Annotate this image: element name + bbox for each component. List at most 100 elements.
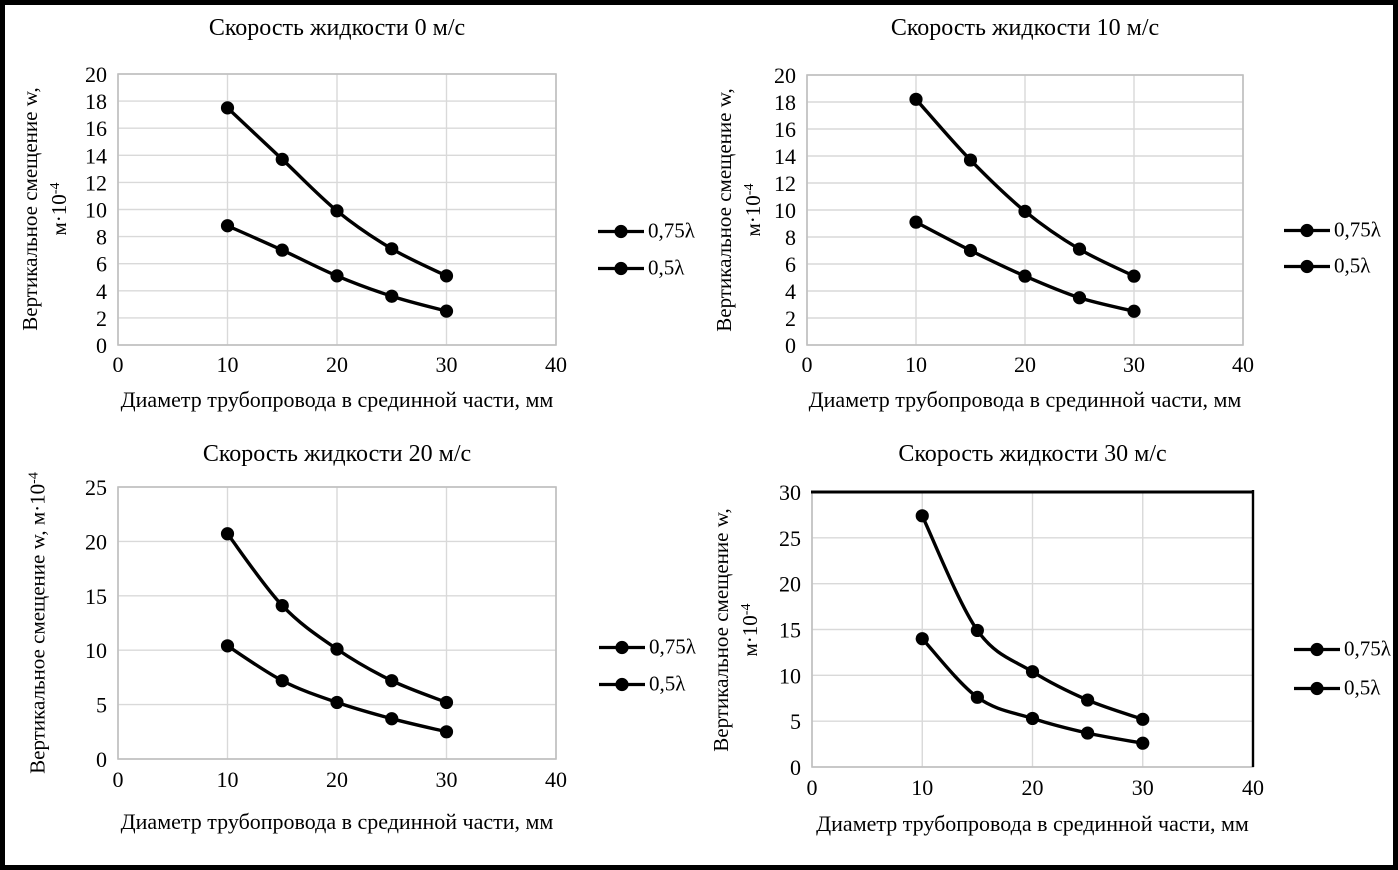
x-tick-label: 40 [545,767,567,792]
y-tick-label: 15 [85,584,107,609]
data-point-marker [909,215,923,229]
data-point-marker [330,695,344,710]
legend-line-marker-icon [598,261,644,275]
y-tick-label: 25 [85,475,107,500]
y-tick-label: 30 [779,480,801,505]
legend-line-marker-icon [599,640,645,654]
plot-area: 0 5 10 15 20 25 0 10 20 30 40 [85,475,567,792]
data-point-marker [1127,304,1141,318]
legend-item: 0,5λ [598,672,685,697]
data-point-marker [1081,693,1095,707]
x-axis-title: Диаметр трубопровода в срединной части, … [120,809,554,834]
y-tick-label: 6 [785,252,796,277]
legend-label: 0,75λ [1344,636,1391,661]
x-axis-title: Диаметр трубопровода в срединной части, … [120,387,554,412]
x-tick-label: 10 [217,767,239,792]
data-point-marker [439,725,454,739]
x-tick-label: 40 [1242,775,1264,800]
data-point-marker [385,242,399,256]
data-point-marker [330,204,344,218]
legend-item: 0,75λ [598,635,696,660]
x-tick-label: 20 [326,352,348,377]
data-point-marker [330,642,344,656]
y-tick-label: 20 [85,62,107,87]
y-tick-label: 15 [779,618,801,643]
chart-title: Скорость жидкости 0 м/с [208,15,466,41]
y-tick-label: 20 [779,572,801,597]
x-tick-label: 40 [1232,352,1254,377]
y-tick-label: 25 [779,526,801,551]
x-tick-label: 10 [905,352,927,377]
y-tick-label: 2 [96,306,107,331]
plot-border [117,486,557,760]
y-tick-label: 14 [85,143,107,168]
data-point-marker [1018,269,1032,283]
y-tick-label: 5 [790,709,801,734]
y-tick-label: 14 [774,144,796,169]
y-tick-label: 8 [785,225,796,250]
data-point-marker [1136,736,1150,750]
data-point-marker [970,690,984,704]
legend-item: 0,75λ [1293,637,1391,662]
data-point-marker [385,674,399,688]
legend-line-marker-icon [1284,259,1330,273]
y-tick-label: 20 [774,63,796,88]
legend-line-marker-icon [1294,642,1340,656]
data-point-marker [1072,291,1087,305]
legend-item: 0,5λ [1293,676,1380,701]
legend-label: 0,75λ [648,218,695,243]
y-tick-label: 10 [85,198,107,223]
legend-item: 0,75λ [1283,218,1381,243]
chart-title: Скорость жидкости 30 м/с [898,441,1167,467]
data-point-marker [1025,665,1040,679]
legend-item: 0,75λ [597,219,695,244]
y-tick-label: 4 [96,279,107,304]
data-point-marker [909,92,923,106]
data-point-marker [1018,204,1032,218]
legend-label: 0,5λ [649,671,686,696]
legend-line-marker-icon [1284,223,1330,237]
data-point-marker [963,243,978,258]
data-point-marker [275,243,289,257]
chart-title: Скорость жидкости 10 м/с [890,15,1160,41]
data-point-marker [385,289,399,303]
x-tick-label: 10 [217,352,239,377]
plot-border [806,74,1244,346]
chart-velocity-10: Скорость жидкости 10 м/с Вертикальное см… [699,5,1393,435]
data-point-marker [220,101,235,115]
y-tick-label: 10 [85,638,107,663]
x-tick-label: 0 [802,352,813,377]
chart-velocity-0: Скорость жидкости 0 м/с Вертикальное сме… [5,5,699,435]
data-point-marker [330,269,344,283]
y-tick-label: 0 [790,755,801,780]
legend-label: 0,5λ [1334,253,1371,278]
chart-velocity-30: Скорость жидкости 30 м/с Вертикальное см… [699,435,1393,865]
plot-area: 0 5 10 15 20 25 30 0 10 20 30 40 [779,480,1264,800]
x-tick-label: 0 [807,775,818,800]
x-tick-label: 40 [545,352,567,377]
x-tick-label: 30 [1123,352,1145,377]
x-tick-label: 0 [113,352,124,377]
data-point-marker [439,269,454,283]
y-tick-label: 16 [774,117,796,142]
legend-label: 0,5λ [1344,675,1381,700]
y-tick-label: 8 [96,225,107,250]
x-tick-label: 20 [1014,352,1036,377]
data-point-marker [1136,712,1150,726]
data-point-marker [970,623,984,638]
y-tick-label: 0 [96,333,107,358]
data-point-marker [915,632,929,646]
x-tick-label: 20 [326,767,348,792]
data-point-marker [220,219,235,233]
data-point-marker [220,527,235,541]
data-point-marker [385,712,399,726]
y-tick-label: 12 [774,171,796,196]
legend-label: 0,5λ [648,255,685,280]
data-point-marker [1072,242,1087,256]
y-tick-label: 10 [779,663,801,688]
x-tick-label: 30 [436,767,458,792]
y-tick-label: 0 [96,747,107,772]
y-tick-label: 18 [85,89,107,114]
